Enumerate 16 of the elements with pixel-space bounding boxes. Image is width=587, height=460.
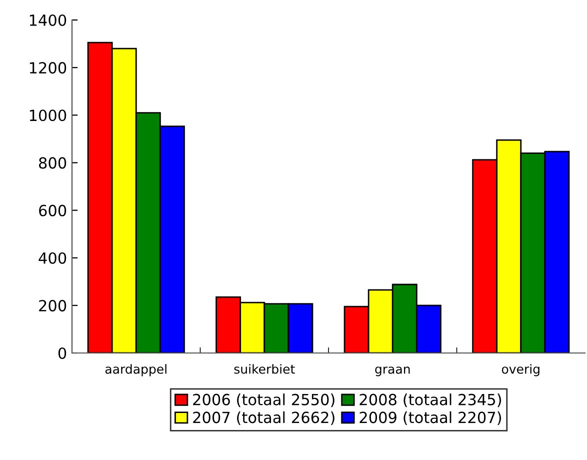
x-tick-label: overig	[502, 364, 540, 376]
legend-label: 2008 (totaal 2345)	[360, 394, 501, 408]
x-tick-label: aardappel	[105, 364, 166, 376]
legend-label: 2009 (totaal 2207)	[360, 411, 501, 425]
y-tick-label: 1200	[30, 62, 66, 74]
y-tick-label: 1000	[30, 110, 66, 122]
y-tick-label: 0	[58, 347, 66, 360]
x-tick-label: suikerbiet	[234, 364, 295, 374]
y-tick-label: 400	[38, 252, 66, 264]
y-tick-label: 200	[39, 300, 66, 312]
legend-label: 2006 (totaal 2550)	[193, 394, 334, 408]
x-tick-label: graan	[375, 366, 410, 376]
y-tick-label: 1400	[30, 14, 66, 26]
y-tick-label: 800	[39, 157, 66, 169]
y-tick-label: 600	[39, 204, 66, 216]
legend-label: 2007 (totaal 2662)	[193, 411, 334, 425]
